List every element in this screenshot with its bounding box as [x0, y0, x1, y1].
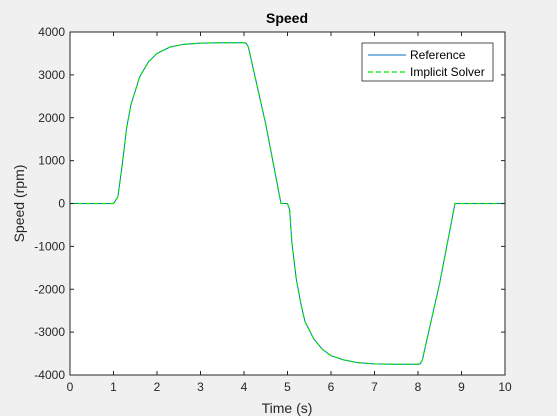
series-line-implicit-solver: [70, 42, 505, 365]
y-axis-label: Speed (rpm): [11, 165, 27, 243]
x-tick-label: 0: [67, 380, 74, 394]
y-tick-label: 4000: [38, 25, 65, 39]
y-tick-label: 1000: [38, 154, 65, 168]
legend-box: [361, 42, 494, 82]
y-tick-label: 3000: [38, 68, 65, 82]
x-tick-label: 9: [458, 380, 465, 394]
x-tick-label: 5: [284, 380, 291, 394]
y-tick-label: -3000: [34, 325, 65, 339]
y-tick-label: 0: [58, 197, 65, 211]
x-tick-label: 3: [197, 380, 204, 394]
y-tick-label: -4000: [34, 368, 65, 382]
x-tick-label: 8: [415, 380, 422, 394]
x-tick-label: 7: [371, 380, 378, 394]
x-tick-label: 6: [328, 380, 335, 394]
x-tick-label: 10: [498, 380, 512, 394]
y-tick-label: -2000: [34, 282, 65, 296]
chart-title: Speed: [266, 10, 308, 26]
x-tick-label: 2: [154, 380, 161, 394]
legend-label-implicit-solver: Implicit Solver: [410, 65, 485, 79]
x-tick-label: 1: [110, 380, 117, 394]
legend-label-reference: Reference: [410, 48, 466, 62]
x-axis-label: Time (s): [262, 400, 313, 416]
legend: Reference Implicit Solver: [361, 42, 494, 82]
y-tick-label: -1000: [34, 239, 65, 253]
y-tick-label: 2000: [38, 111, 65, 125]
x-tick-label: 4: [241, 380, 248, 394]
series-layer: [70, 42, 505, 365]
tick-layer: 0 1 2 3 4 5 6 7 8 9 10 -4000 -3000 -2000 -1000 0 1000 200…: [34, 25, 512, 394]
